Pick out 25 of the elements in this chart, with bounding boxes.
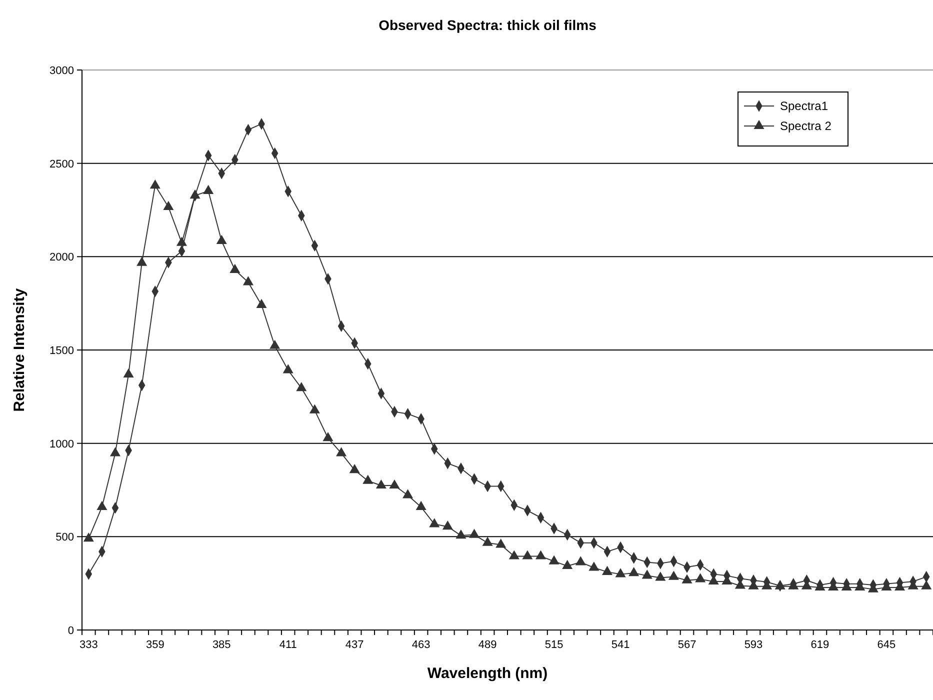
y-tick-label: 1000: [50, 438, 74, 450]
x-tick-label: 411: [279, 639, 297, 651]
x-axis-title: Wavelength (nm): [427, 665, 548, 682]
chart-title: Observed Spectra: thick oil films: [378, 17, 597, 33]
x-tick-label: 619: [810, 639, 830, 651]
y-tick-label: 1500: [50, 345, 74, 357]
legend-label: Spectra1: [780, 99, 828, 113]
x-tick-label: 359: [146, 639, 164, 651]
legend-label: Spectra 2: [780, 119, 832, 133]
x-tick-label: 593: [744, 639, 763, 651]
x-tick-label: 541: [611, 639, 630, 651]
x-tick-label: 645: [877, 639, 896, 651]
x-tick-label: 385: [212, 639, 231, 651]
x-tick-label: 463: [412, 639, 430, 651]
y-tick-label: 3000: [50, 65, 74, 77]
x-tick-label: 437: [345, 639, 364, 651]
y-tick-label: 2500: [50, 158, 74, 170]
x-tick-label: 515: [544, 639, 564, 651]
x-tick-label: 333: [79, 639, 98, 651]
x-tick-label: 567: [678, 639, 696, 651]
x-tick-label: 489: [478, 639, 497, 651]
y-tick-label: 0: [68, 625, 74, 637]
y-axis-title: Relative Intensity: [11, 288, 28, 412]
y-tick-label: 500: [56, 532, 74, 544]
y-tick-label: 2000: [50, 252, 74, 264]
